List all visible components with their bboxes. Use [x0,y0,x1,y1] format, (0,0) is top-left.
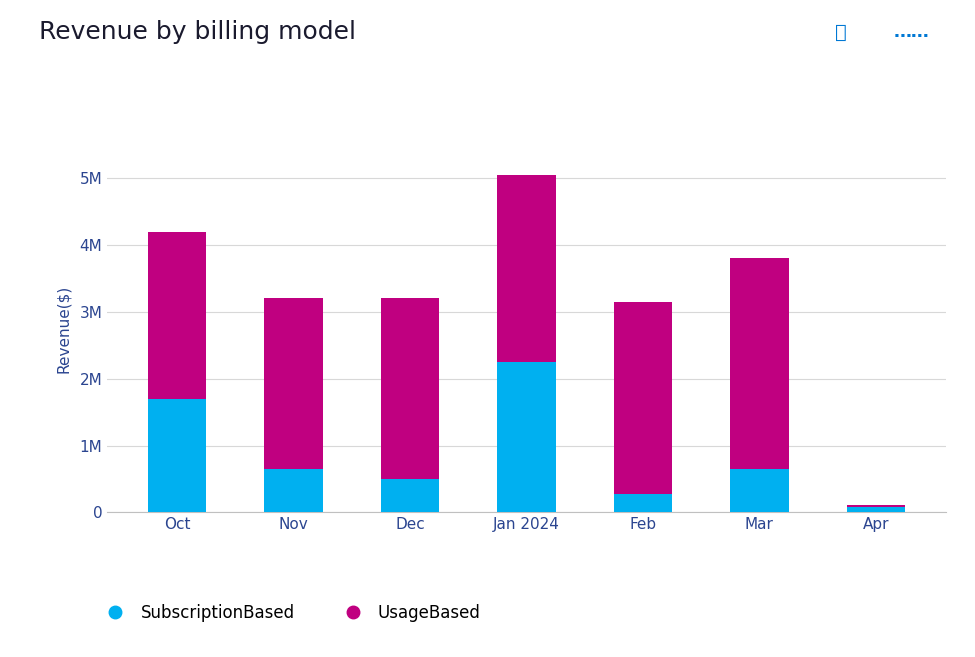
Bar [614,493,672,512]
Bar [381,298,439,479]
Bar [148,399,207,512]
Bar [730,469,789,512]
Bar [846,505,905,507]
Bar [381,479,439,512]
Bar [730,258,789,469]
Bar [264,298,323,469]
Text: ⓘ: ⓘ [835,23,846,42]
Bar [846,507,905,512]
Text: ……: …… [894,23,929,41]
Y-axis label: Revenue($): Revenue($) [57,284,71,373]
Bar [264,469,323,512]
Bar [497,175,556,362]
Text: Revenue by billing model: Revenue by billing model [39,20,356,44]
Legend: SubscriptionBased, UsageBased: SubscriptionBased, UsageBased [98,604,481,622]
Bar [614,302,672,493]
Bar [497,362,556,512]
Bar [148,231,207,399]
